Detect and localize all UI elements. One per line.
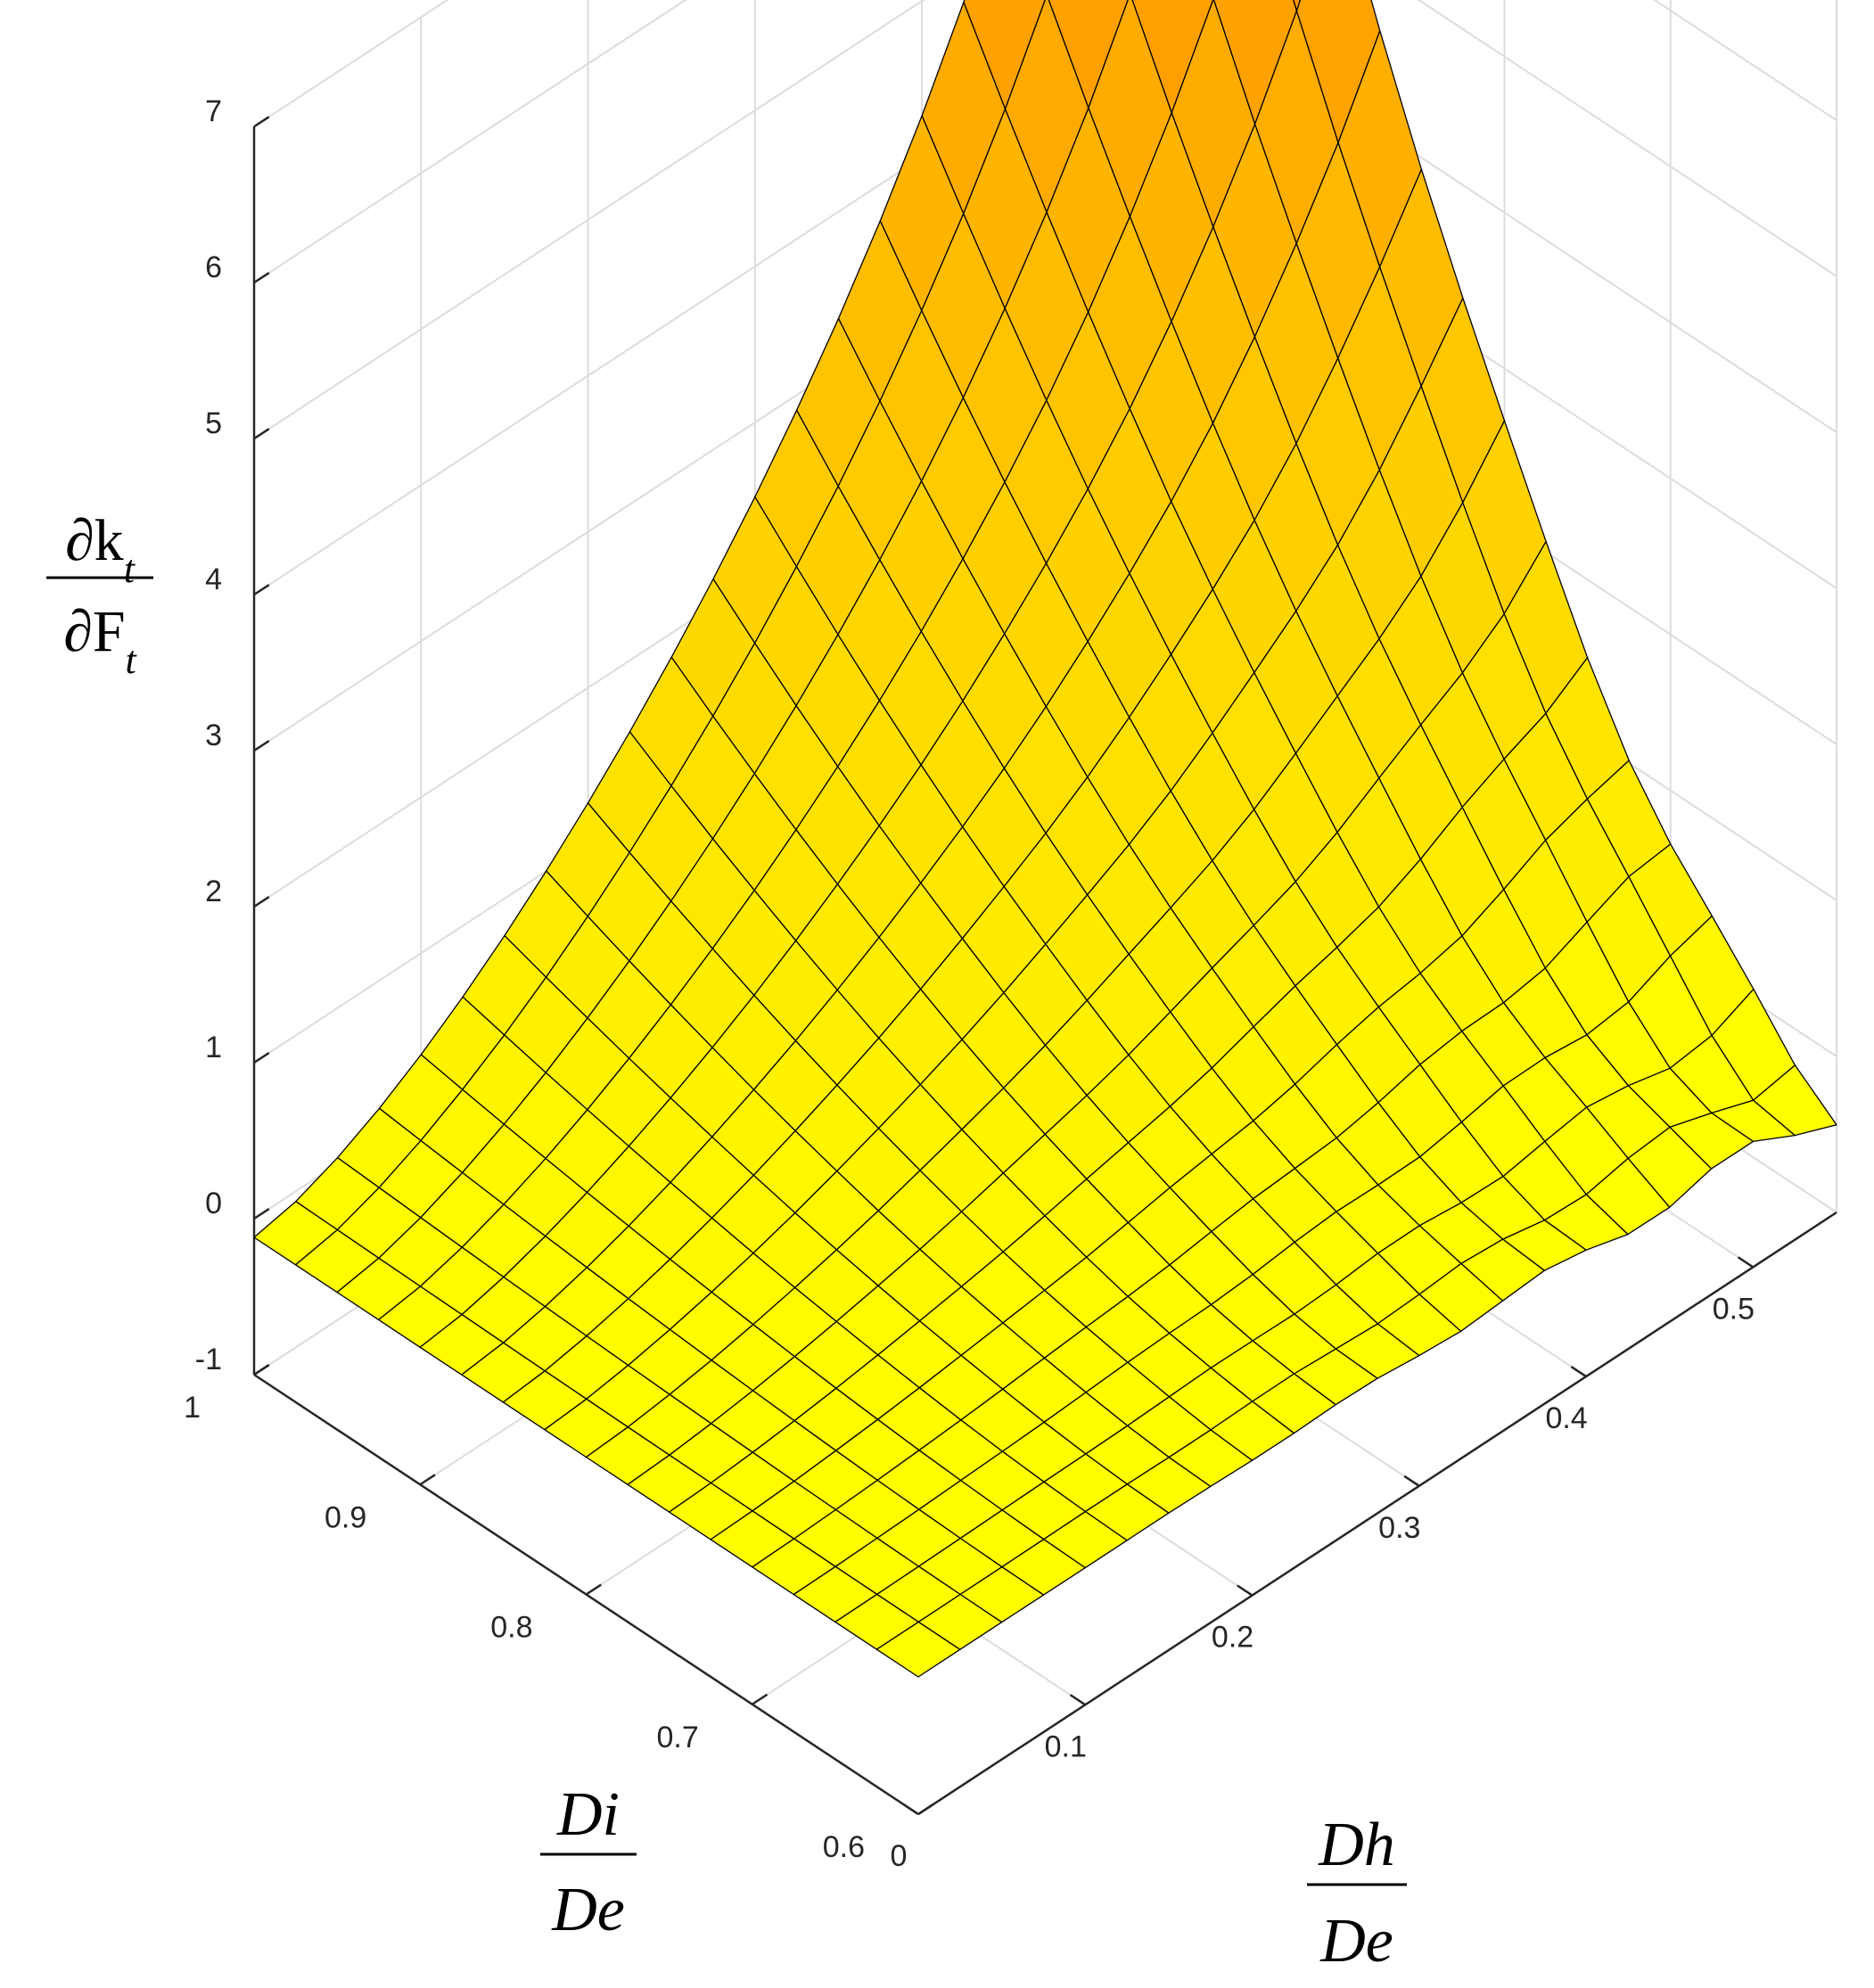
z-tick-label: 2 — [205, 875, 222, 908]
x-tick — [1403, 1475, 1420, 1487]
tick-labels: 0 0.1 0.2 0.3 0.4 0.5 0.6 0.7 0.8 0.9 1 -1 0 1 2 3 4 5 6 7 — [184, 94, 1755, 1873]
z-tick — [253, 271, 270, 284]
z-tick — [253, 115, 270, 128]
x-tick-label: 0.5 — [1713, 1292, 1755, 1326]
grid-line — [1417, 0, 1837, 277]
x-tick — [1237, 1584, 1253, 1597]
z-tick — [253, 583, 270, 596]
grid-line — [253, 0, 925, 439]
z-tick — [253, 739, 270, 752]
z-axis-label: ∂kt ∂Ft — [46, 508, 153, 682]
z-tick — [253, 1363, 270, 1376]
y-tick — [917, 1803, 934, 1816]
y-tick-label: 0.7 — [656, 1721, 698, 1754]
z-tick — [253, 1207, 270, 1220]
grid-line — [1653, 0, 1837, 121]
surface-face — [1293, 0, 1302, 12]
x-label-numerator: Dh — [1318, 1811, 1395, 1879]
y-label-denominator: De — [551, 1876, 625, 1944]
x-tick — [1069, 1694, 1086, 1706]
x-tick — [1737, 1256, 1755, 1269]
y-label-numerator: Di — [556, 1780, 620, 1849]
z-tick-label: 5 — [205, 407, 222, 440]
y-tick — [419, 1474, 436, 1486]
grid-line — [253, 0, 449, 127]
y-tick-label: 0.9 — [325, 1500, 366, 1534]
z-tick-label: 7 — [205, 94, 222, 128]
z-tick — [253, 427, 270, 440]
x-tick-label: 0.3 — [1378, 1511, 1420, 1545]
z-tick-label: 1 — [205, 1031, 222, 1064]
z-tick-label: 3 — [205, 719, 222, 752]
z-tick-label: 0 — [205, 1187, 222, 1220]
x-label-denominator: De — [1319, 1907, 1393, 1976]
x-tick-label: 0.2 — [1212, 1621, 1253, 1655]
x-tick-label: 0.4 — [1545, 1401, 1587, 1435]
y-tick-label: 0.8 — [490, 1611, 532, 1645]
surface-mesh — [253, 0, 1837, 1678]
x-axis-label: Dh De — [1307, 1811, 1407, 1976]
z-label-denominator: ∂Ft — [63, 599, 137, 682]
x-tick-label: 0.1 — [1045, 1729, 1087, 1763]
axis-lines — [252, 115, 1837, 1816]
y-tick — [585, 1583, 602, 1596]
x-axis-line — [917, 1211, 1837, 1816]
y-axis-label: Di De — [540, 1780, 637, 1944]
x-tick — [1570, 1366, 1587, 1378]
grid-line — [253, 0, 687, 283]
y-tick — [752, 1693, 769, 1705]
surface-face — [875, 1621, 961, 1678]
y-tick-label: 0.6 — [823, 1830, 865, 1864]
z-tick-label: 4 — [205, 563, 222, 596]
z-tick — [253, 895, 270, 908]
y-tick-label: 1 — [184, 1391, 201, 1425]
z-tick-label: -1 — [195, 1343, 222, 1376]
x-tick-label: 0 — [891, 1839, 908, 1873]
z-tick — [253, 1051, 270, 1064]
z-tick-label: 6 — [205, 251, 222, 284]
x-tick — [902, 1803, 919, 1816]
z-label-numerator: ∂kt — [65, 508, 136, 591]
